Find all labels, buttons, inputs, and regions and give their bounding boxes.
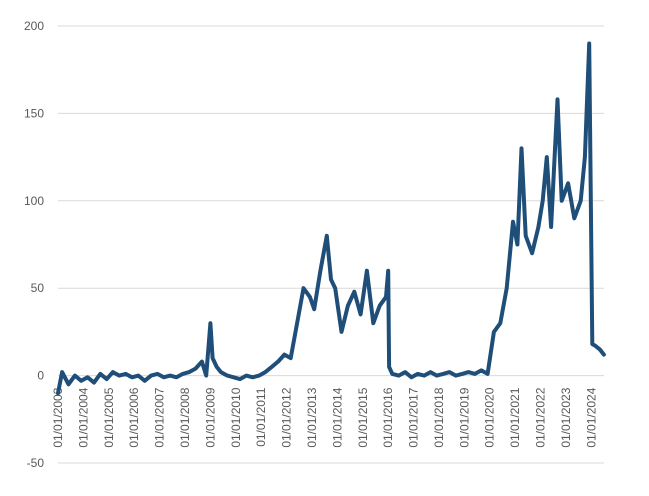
x-tick-label: 01/01/2004	[76, 387, 90, 447]
x-tick-label: 01/01/2018	[432, 387, 446, 447]
x-tick-label: 01/01/2011	[254, 387, 268, 446]
x-tick-label: 01/01/2008	[178, 387, 192, 447]
x-axis-tick-labels: 01/01/2003 01/01/2004 01/01/2005 01/01/2006…	[51, 387, 598, 447]
x-tick-label: 01/01/2012	[280, 387, 294, 447]
series-layer	[56, 41, 606, 396]
x-tick-label: 01/01/2005	[102, 387, 116, 447]
y-tick-label: 0	[37, 369, 44, 383]
x-tick-label: 01/01/2006	[127, 387, 141, 447]
x-tick-label: 01/01/2007	[153, 387, 167, 447]
x-tick-label: 01/01/2015	[356, 387, 370, 447]
x-tick-label: 01/01/2024	[584, 387, 598, 447]
x-tick-label: 01/01/2003	[51, 387, 65, 447]
y-tick-label: 150	[24, 106, 44, 120]
x-tick-label: 01/01/2010	[229, 387, 243, 447]
y-tick-label: -50	[27, 456, 45, 470]
y-tick-label: 50	[31, 281, 45, 295]
x-tick-label: 01/01/2023	[559, 387, 573, 447]
x-tick-label: 01/01/2021	[508, 387, 522, 447]
y-tick-label: 100	[24, 194, 44, 208]
x-tick-label: 01/01/2017	[407, 387, 421, 447]
x-tick-label: 01/01/2019	[457, 387, 471, 447]
x-tick-label: 01/01/2022	[534, 387, 548, 447]
x-tick-label: 01/01/2013	[305, 387, 319, 447]
x-tick-label: 01/01/2020	[483, 387, 497, 447]
x-tick-label: 01/01/2016	[381, 387, 395, 447]
x-tick-label: 01/01/2014	[330, 387, 344, 447]
x-tick-label: 01/01/2009	[203, 387, 217, 447]
series-line	[56, 41, 606, 396]
y-tick-label: 200	[24, 19, 44, 33]
y-axis-tick-labels: -50 0 50 100 150 200	[24, 19, 44, 470]
